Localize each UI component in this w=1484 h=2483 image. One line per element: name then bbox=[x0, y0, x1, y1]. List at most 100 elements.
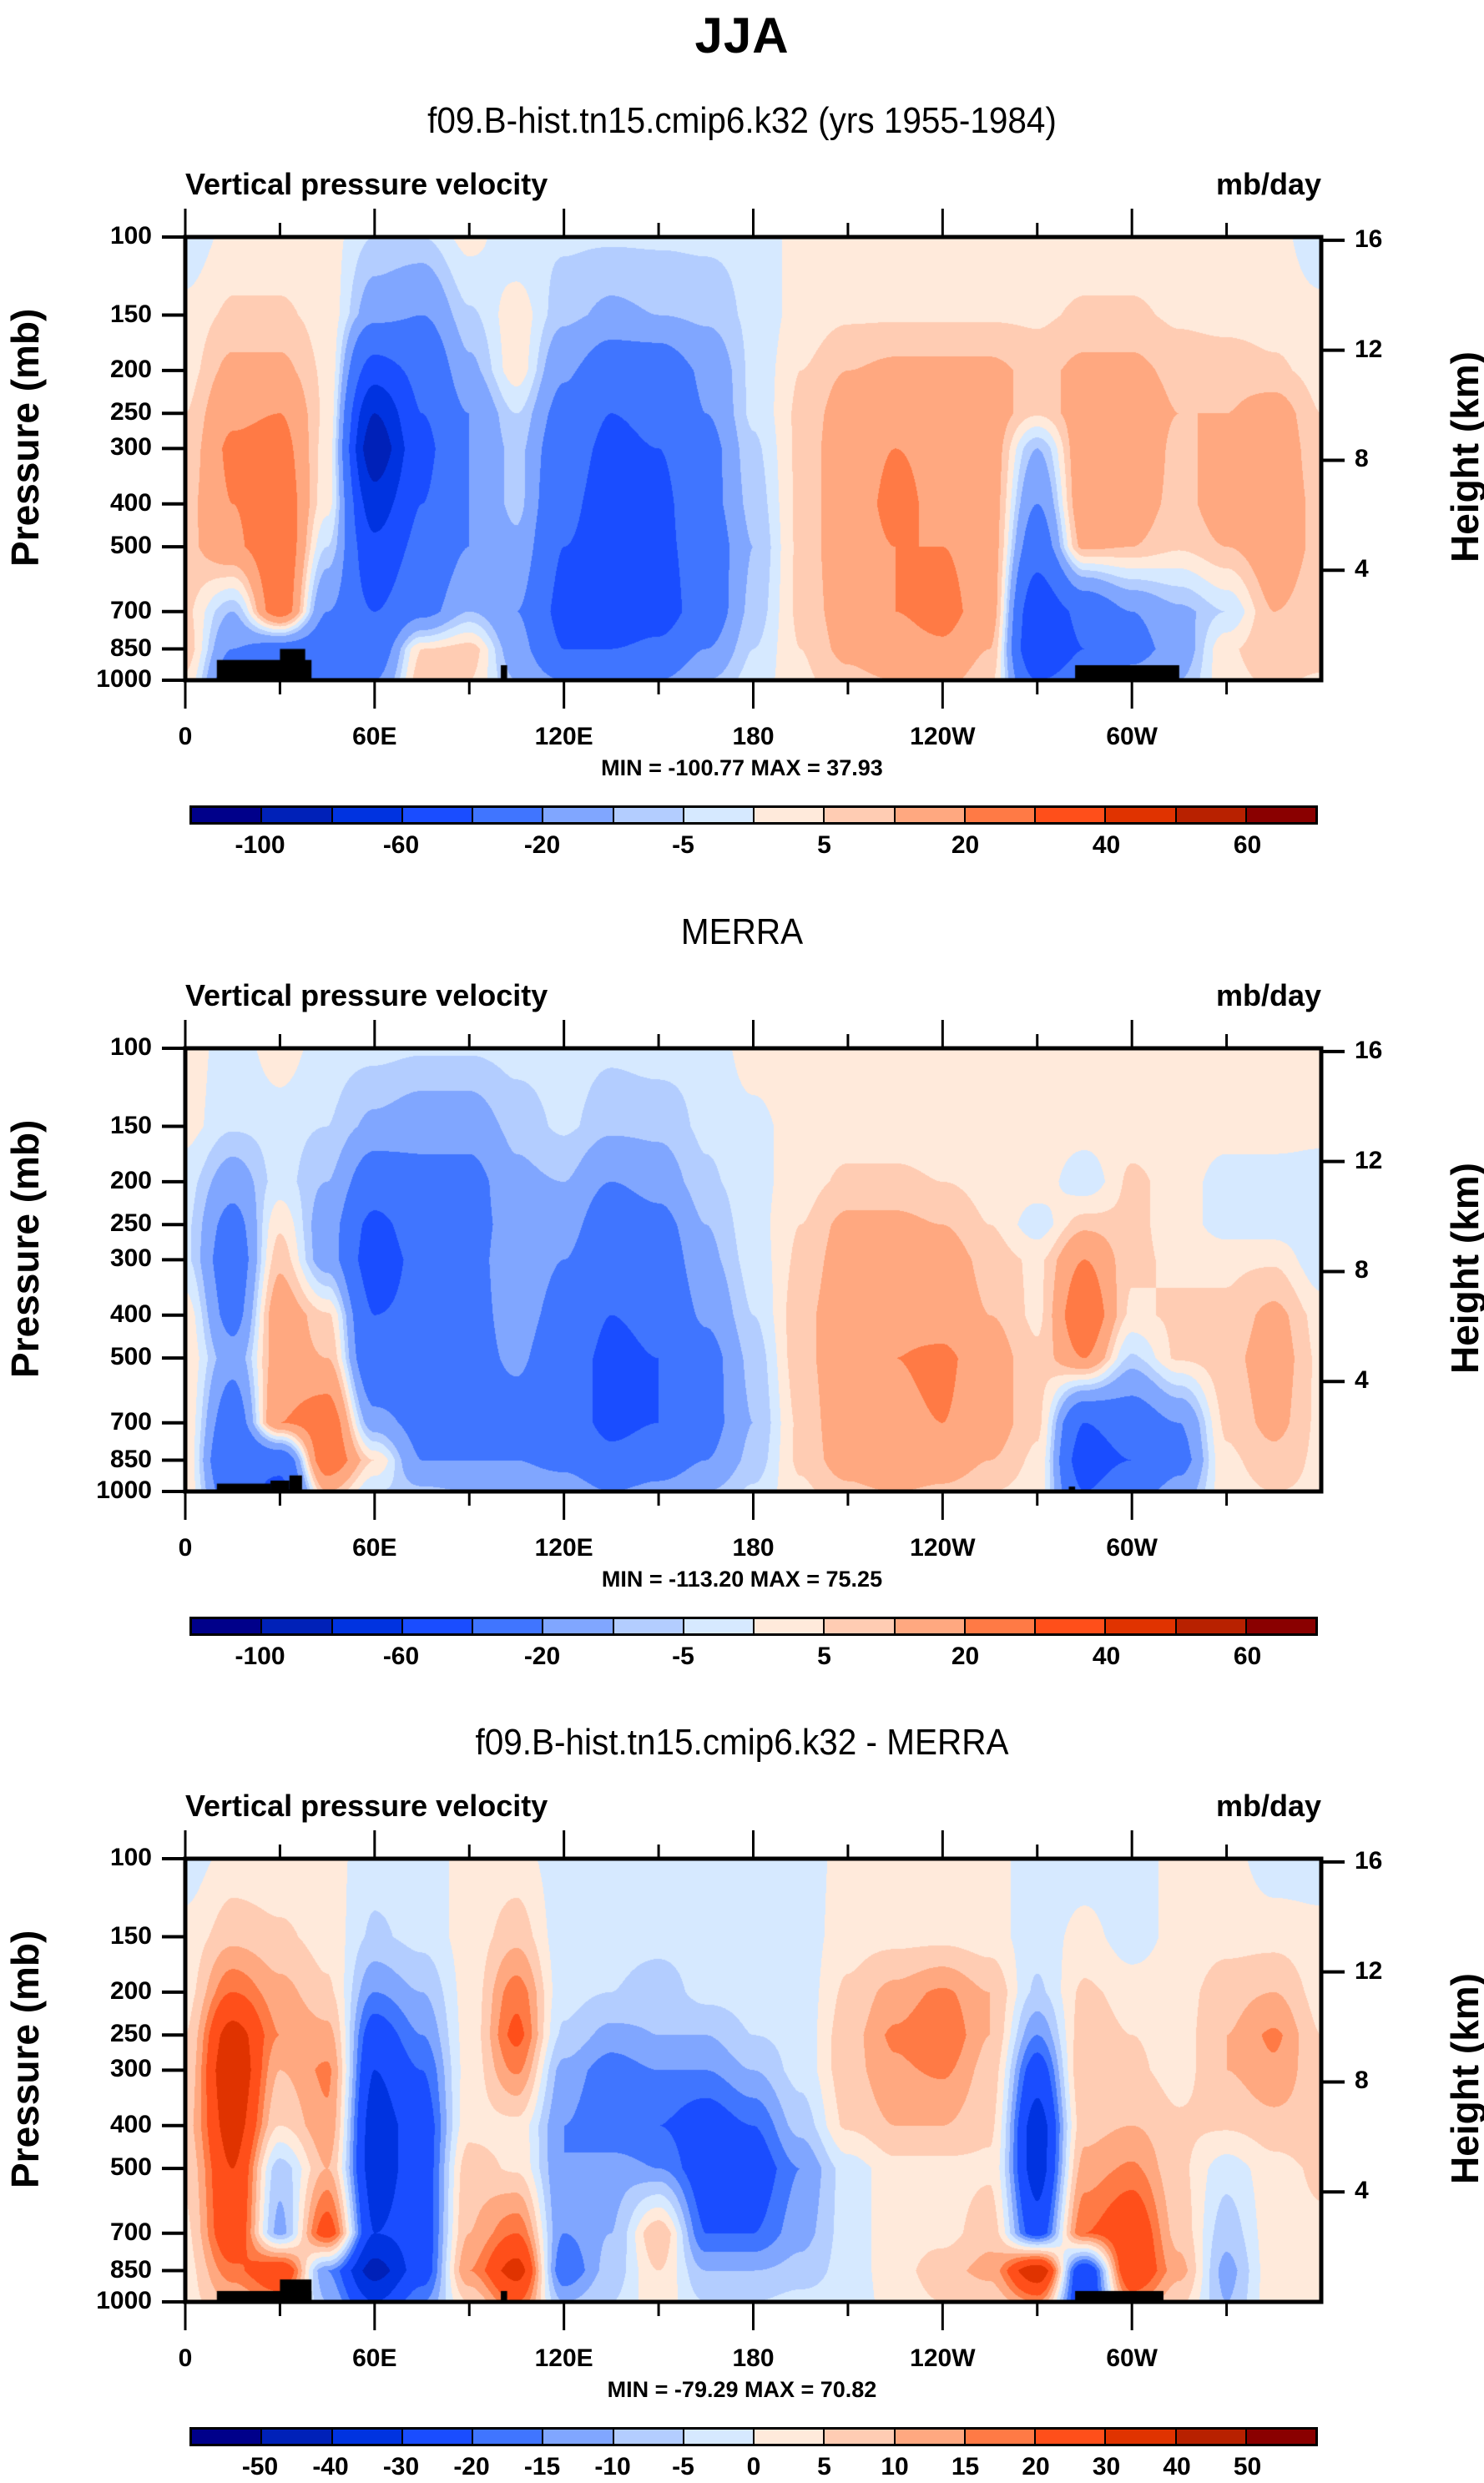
y-axis-title-right: Height (km) bbox=[1443, 1162, 1484, 1374]
y-tick-label: 250 bbox=[109, 2020, 152, 2048]
colorbar-box bbox=[1036, 808, 1107, 822]
height-tick-label: 12 bbox=[1355, 1146, 1383, 1174]
x-tick-label: 180 bbox=[732, 723, 775, 750]
contour-plot bbox=[162, 209, 1345, 709]
colorbar-box bbox=[965, 1619, 1036, 1633]
colorbar-box bbox=[825, 808, 896, 822]
colorbar-label: -20 bbox=[523, 831, 561, 859]
colorbar-box bbox=[262, 808, 333, 822]
y-tick-label: 700 bbox=[109, 1407, 152, 1436]
colorbar bbox=[189, 1617, 1318, 1636]
units-label: mb/day bbox=[1215, 978, 1321, 1012]
height-tick-label: 12 bbox=[1355, 335, 1383, 363]
x-tick-label: 120W bbox=[910, 723, 976, 750]
colorbar-label: 5 bbox=[817, 831, 831, 859]
min-max-stats: MIN = -100.77 MAX = 37.93 bbox=[601, 755, 883, 780]
colorbar-box bbox=[965, 808, 1036, 822]
min-max-stats: MIN = -79.29 MAX = 70.82 bbox=[607, 2377, 877, 2402]
y-tick-label: 400 bbox=[109, 488, 152, 517]
plot-border bbox=[183, 1046, 1324, 1494]
colorbar-box bbox=[1036, 1619, 1107, 1633]
colorbar-label: -5 bbox=[672, 831, 694, 859]
colorbar-box bbox=[613, 2430, 684, 2444]
colorbar-box bbox=[402, 808, 473, 822]
height-tick-label: 16 bbox=[1355, 225, 1383, 253]
colorbar-box bbox=[192, 808, 263, 822]
plot-border bbox=[183, 1856, 1324, 2304]
y-tick-label: 850 bbox=[109, 633, 152, 662]
y-axis-title: Pressure (mb) bbox=[3, 1119, 47, 1378]
y-axis-title: Pressure (mb) bbox=[3, 1930, 47, 2188]
height-tick-label: 4 bbox=[1355, 2177, 1369, 2205]
height-tick-label: 8 bbox=[1355, 1256, 1369, 1284]
colorbar-box bbox=[332, 1619, 403, 1633]
colorbar-label: 10 bbox=[881, 2453, 909, 2480]
y-tick-label: 400 bbox=[109, 1300, 152, 1328]
colorbar-label: 50 bbox=[1233, 2453, 1262, 2480]
panel-3: f09.B-hist.tn15.cmip6.k32 - MERRA Vertica… bbox=[0, 1622, 1484, 2480]
colorbar-label: -100 bbox=[235, 831, 285, 859]
panel-title: f09.B-hist.tn15.cmip6.k32 - MERRA bbox=[475, 1722, 1009, 1763]
colorbar-box bbox=[965, 2430, 1036, 2444]
colorbar-label: 5 bbox=[817, 2453, 831, 2480]
height-tick-label: 8 bbox=[1355, 2067, 1369, 2095]
x-tick-label: 120W bbox=[910, 1534, 976, 1562]
y-tick-label: 300 bbox=[109, 1244, 152, 1273]
x-tick-label: 60E bbox=[352, 723, 397, 750]
colorbar-label: -60 bbox=[382, 831, 420, 859]
colorbar-box bbox=[755, 808, 825, 822]
y-tick-label: 150 bbox=[109, 1921, 152, 1950]
colorbar-box bbox=[755, 1619, 825, 1633]
colorbar-label: -5 bbox=[672, 2453, 694, 2480]
colorbar-box bbox=[613, 1619, 684, 1633]
colorbar-box bbox=[825, 1619, 896, 1633]
y-tick-label: 500 bbox=[109, 2153, 152, 2182]
x-tick-label: 120E bbox=[534, 723, 593, 750]
colorbar-box bbox=[825, 2430, 896, 2444]
colorbar bbox=[189, 2427, 1318, 2446]
panel-1: f09.B-hist.tn15.cmip6.k32 (yrs 1955-1984… bbox=[0, 0, 1484, 859]
colorbar-box bbox=[1176, 808, 1247, 822]
y-tick-label: 150 bbox=[109, 300, 152, 328]
x-tick-label: 60E bbox=[352, 2344, 397, 2372]
x-tick-label: 60W bbox=[1106, 723, 1158, 750]
colorbar-box bbox=[895, 2430, 966, 2444]
colorbar-box bbox=[1176, 2430, 1247, 2444]
height-tick-label: 4 bbox=[1355, 555, 1369, 583]
units-label: mb/day bbox=[1215, 167, 1321, 201]
y-axis-title-right: Height (km) bbox=[1443, 351, 1484, 563]
colorbar-box bbox=[1106, 2430, 1177, 2444]
colorbar-label: 60 bbox=[1233, 1643, 1262, 1670]
left-string: Vertical pressure velocity bbox=[185, 978, 548, 1012]
colorbar-label: 5 bbox=[817, 1643, 831, 1670]
colorbar-label: -60 bbox=[382, 1643, 420, 1670]
colorbar-box bbox=[262, 2430, 333, 2444]
colorbar-box bbox=[473, 1619, 544, 1633]
colorbar-box bbox=[684, 808, 755, 822]
colorbar-box bbox=[473, 808, 544, 822]
colorbar-box bbox=[1106, 1619, 1177, 1633]
colorbar-box bbox=[473, 2430, 544, 2444]
colorbar-label: 0 bbox=[746, 2453, 761, 2480]
y-tick-label: 850 bbox=[109, 2255, 152, 2284]
colorbar-box bbox=[192, 1619, 263, 1633]
y-tick-label: 100 bbox=[109, 1033, 152, 1061]
y-tick-label: 1000 bbox=[96, 1476, 152, 1504]
colorbar-label: 60 bbox=[1233, 831, 1262, 859]
colorbar-label: 20 bbox=[951, 831, 980, 859]
colorbar-label: -50 bbox=[241, 2453, 279, 2480]
x-tick-label: 60E bbox=[352, 1534, 397, 1562]
colorbar-box bbox=[895, 1619, 966, 1633]
colorbar-box bbox=[332, 2430, 403, 2444]
colorbar-box bbox=[543, 1619, 614, 1633]
x-tick-label: 180 bbox=[732, 2344, 775, 2372]
y-tick-label: 200 bbox=[109, 355, 152, 383]
y-tick-label: 500 bbox=[109, 532, 152, 560]
colorbar-box bbox=[543, 808, 614, 822]
colorbar-box bbox=[1036, 2430, 1107, 2444]
y-tick-label: 500 bbox=[109, 1343, 152, 1371]
y-tick-label: 850 bbox=[109, 1445, 152, 1473]
x-tick-label: 60W bbox=[1106, 2344, 1158, 2372]
contour-plot bbox=[162, 1830, 1345, 2330]
colorbar-label: 40 bbox=[1092, 831, 1121, 859]
